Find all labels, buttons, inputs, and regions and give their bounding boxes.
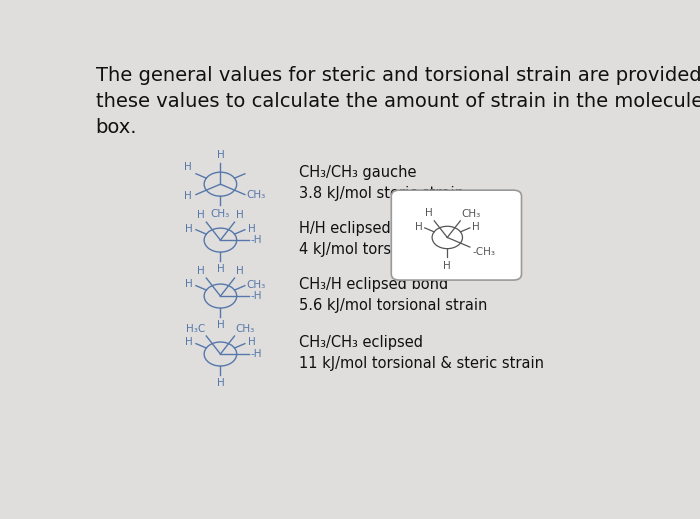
Text: H₃C: H₃C [186, 324, 205, 334]
Text: H: H [248, 224, 256, 234]
Text: -H: -H [251, 235, 262, 245]
Text: H: H [248, 337, 256, 347]
Text: H: H [197, 266, 204, 276]
Text: CH₃/CH₃ eclipsed: CH₃/CH₃ eclipsed [299, 335, 423, 350]
Text: -CH₃: -CH₃ [473, 248, 495, 257]
Text: H: H [443, 261, 452, 270]
Text: H: H [186, 337, 193, 347]
Text: The general values for steric and torsional strain are provided. Use
these value: The general values for steric and torsio… [96, 66, 700, 137]
Text: CH₃/CH₃ gauche: CH₃/CH₃ gauche [299, 166, 416, 181]
Text: -H: -H [251, 291, 262, 301]
Text: H: H [216, 320, 224, 330]
Text: H: H [186, 279, 193, 290]
Text: 11 kJ/mol torsional & steric strain: 11 kJ/mol torsional & steric strain [299, 356, 544, 371]
Text: H/H eclipsed bond: H/H eclipsed bond [299, 222, 432, 237]
Text: H: H [197, 210, 204, 220]
Text: 3.8 kJ/mol steric strain: 3.8 kJ/mol steric strain [299, 186, 464, 201]
Text: H: H [414, 222, 422, 233]
Text: 5.6 kJ/mol torsional strain: 5.6 kJ/mol torsional strain [299, 298, 487, 313]
Text: CH₃/H eclipsed bond: CH₃/H eclipsed bond [299, 277, 448, 292]
Text: H: H [216, 264, 224, 274]
Text: CH₃: CH₃ [211, 209, 230, 219]
Text: CH₃: CH₃ [246, 190, 266, 200]
Text: H: H [473, 222, 480, 233]
Text: -H: -H [251, 349, 262, 359]
Text: 4 kJ/mol torsional strain: 4 kJ/mol torsional strain [299, 242, 473, 257]
Text: H: H [236, 210, 244, 220]
Text: CH₃: CH₃ [246, 280, 266, 290]
Text: H: H [216, 150, 224, 160]
Text: H: H [425, 209, 433, 218]
Text: H: H [186, 224, 193, 234]
Text: H: H [216, 378, 224, 388]
Text: H: H [185, 191, 193, 201]
Text: CH₃: CH₃ [236, 324, 255, 334]
FancyBboxPatch shape [391, 190, 522, 280]
Text: CH₃: CH₃ [461, 209, 480, 219]
Text: H: H [185, 162, 193, 172]
Text: H: H [236, 266, 244, 276]
